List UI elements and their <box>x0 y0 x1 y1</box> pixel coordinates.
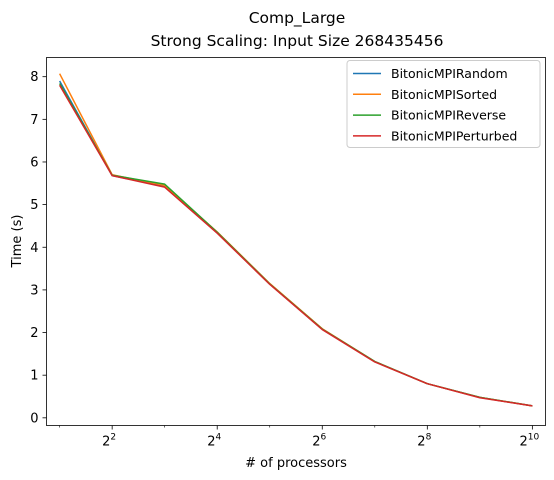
chart-title: Comp_Large <box>249 9 346 28</box>
y-tick-label: 7 <box>30 113 38 128</box>
legend: BitonicMPIRandom BitonicMPISorted BitonicM… <box>347 61 540 148</box>
legend-label: BitonicMPIReverse <box>391 108 506 123</box>
legend-label: BitonicMPIPerturbed <box>391 128 517 143</box>
legend-label: BitonicMPIRandom <box>391 66 508 81</box>
legend-label: BitonicMPISorted <box>391 87 497 102</box>
y-tick-label: 5 <box>30 198 38 213</box>
y-axis-label: Time (s) <box>10 215 25 269</box>
x-tick-exponent: 6 <box>321 433 327 443</box>
y-axis-ticks: 0 1 2 3 4 5 6 7 8 <box>30 70 46 426</box>
x-tick-exponent: 10 <box>528 433 540 443</box>
x-tick-exponent: 2 <box>110 433 116 443</box>
y-tick-label: 8 <box>30 70 38 85</box>
x-tick-exponent: 8 <box>426 433 432 443</box>
x-tick-base: 2 <box>207 435 215 450</box>
chart-subtitle: Strong Scaling: Input Size 268435456 <box>151 32 444 50</box>
y-tick-label: 4 <box>30 241 38 256</box>
x-tick-label: 22 <box>102 433 116 450</box>
y-tick-label: 2 <box>30 326 38 341</box>
y-tick-label: 0 <box>30 411 38 426</box>
x-tick-label: 26 <box>312 433 326 450</box>
y-tick-label: 3 <box>30 283 38 298</box>
x-tick-label: 28 <box>417 433 431 450</box>
x-tick-base: 2 <box>520 435 528 450</box>
y-tick-label: 6 <box>30 155 38 170</box>
x-tick-label: 210 <box>520 433 540 450</box>
y-tick-label: 1 <box>30 369 38 384</box>
x-tick-exponent: 4 <box>215 433 221 443</box>
x-tick-label: 24 <box>207 433 221 450</box>
x-axis-ticks: 22 24 26 28 210 <box>60 426 540 450</box>
x-tick-base: 2 <box>102 435 110 450</box>
x-axis-label: # of processors <box>245 456 347 471</box>
x-tick-base: 2 <box>417 435 425 450</box>
x-tick-base: 2 <box>312 435 320 450</box>
